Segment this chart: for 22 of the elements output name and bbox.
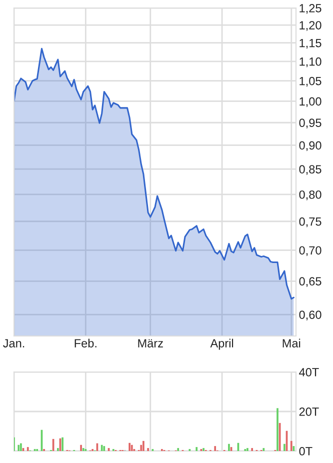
y-tick-label: 0,85 [299,165,322,175]
y-tick-label: 1,15 [300,38,322,49]
x-tick-label: Feb. [74,338,96,348]
y-tick-label: 0,90 [299,141,322,152]
y-tick-label: 1,10 [300,57,322,68]
y-tick-label: 1,00 [300,97,322,107]
y-tick-label: 0T [299,447,312,456]
y-tick-label: 1,05 [300,76,322,87]
x-tick-label: März [138,339,163,348]
x-tick-label: April [210,338,234,350]
x-tick-label: Mai [282,338,300,348]
y-tick-label: 1,25 [300,4,322,14]
x-tick-label: Jan. [3,339,24,348]
y-tick-label: 40T [299,368,319,376]
y-tick-label: 1,20 [300,21,322,31]
y-tick-label: 20T [299,408,319,416]
y-tick-label: 0,65 [299,277,322,287]
y-tick-label: 0,95 [299,118,322,128]
y-tick-label: 0,70 [299,246,322,256]
y-tick-label: 0,60 [299,310,322,320]
y-tick-label: 0,75 [299,217,322,228]
y-tick-label: 0,80 [299,190,322,200]
